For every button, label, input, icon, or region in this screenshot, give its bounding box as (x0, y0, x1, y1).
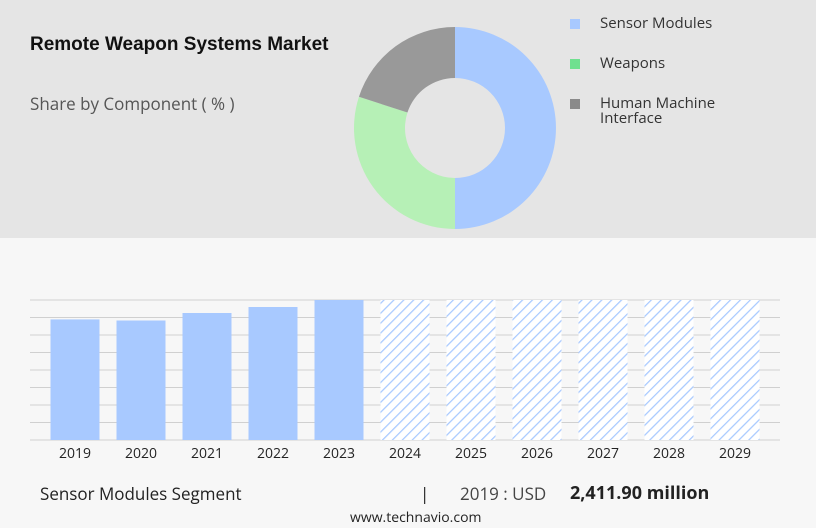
x-tick-label: 2023 (323, 444, 355, 463)
forecast-bar (644, 300, 694, 440)
forecast-bar (578, 300, 628, 440)
donut-segment (455, 27, 556, 229)
x-tick-label: 2025 (455, 444, 487, 463)
source: www.technavio.com (350, 508, 482, 527)
x-tick-label: 2026 (521, 444, 553, 463)
forecast-bar (710, 300, 760, 440)
x-tick-label: 2022 (257, 444, 289, 463)
x-tick-label: 2024 (389, 444, 421, 463)
segment-value: 2,411.90 million (570, 481, 710, 505)
forecast-bar (446, 300, 496, 440)
x-tick-label: 2027 (587, 444, 619, 463)
donut-segment (353, 96, 455, 230)
segment-label: Sensor Modules Segment (40, 482, 242, 505)
bar (314, 300, 364, 440)
legend-swatch (570, 59, 580, 69)
legend-label: Sensor Modules (600, 13, 712, 33)
bar (50, 319, 100, 440)
legend-swatch (570, 19, 580, 29)
forecast-bar (380, 300, 430, 440)
x-tick-label: 2020 (125, 444, 157, 463)
legend-label: Human Machine Interface (600, 93, 715, 128)
bar (182, 313, 232, 440)
year-label: 2019 : USD (460, 482, 547, 505)
x-tick-label: 2029 (719, 444, 751, 463)
x-tick-label: 2021 (191, 444, 223, 463)
donut-segment (358, 27, 455, 113)
chart-title: Remote Weapon Systems Market (30, 34, 329, 55)
bar (116, 320, 166, 440)
chart-subtitle: Share by Component ( % ) (30, 92, 235, 115)
legend-label: Weapons (600, 53, 665, 73)
x-tick-label: 2019 (59, 444, 91, 463)
bar (248, 307, 298, 440)
x-tick-label: 2028 (653, 444, 685, 463)
forecast-bar (512, 300, 562, 440)
legend-swatch (570, 99, 580, 109)
separator: | (420, 482, 430, 505)
